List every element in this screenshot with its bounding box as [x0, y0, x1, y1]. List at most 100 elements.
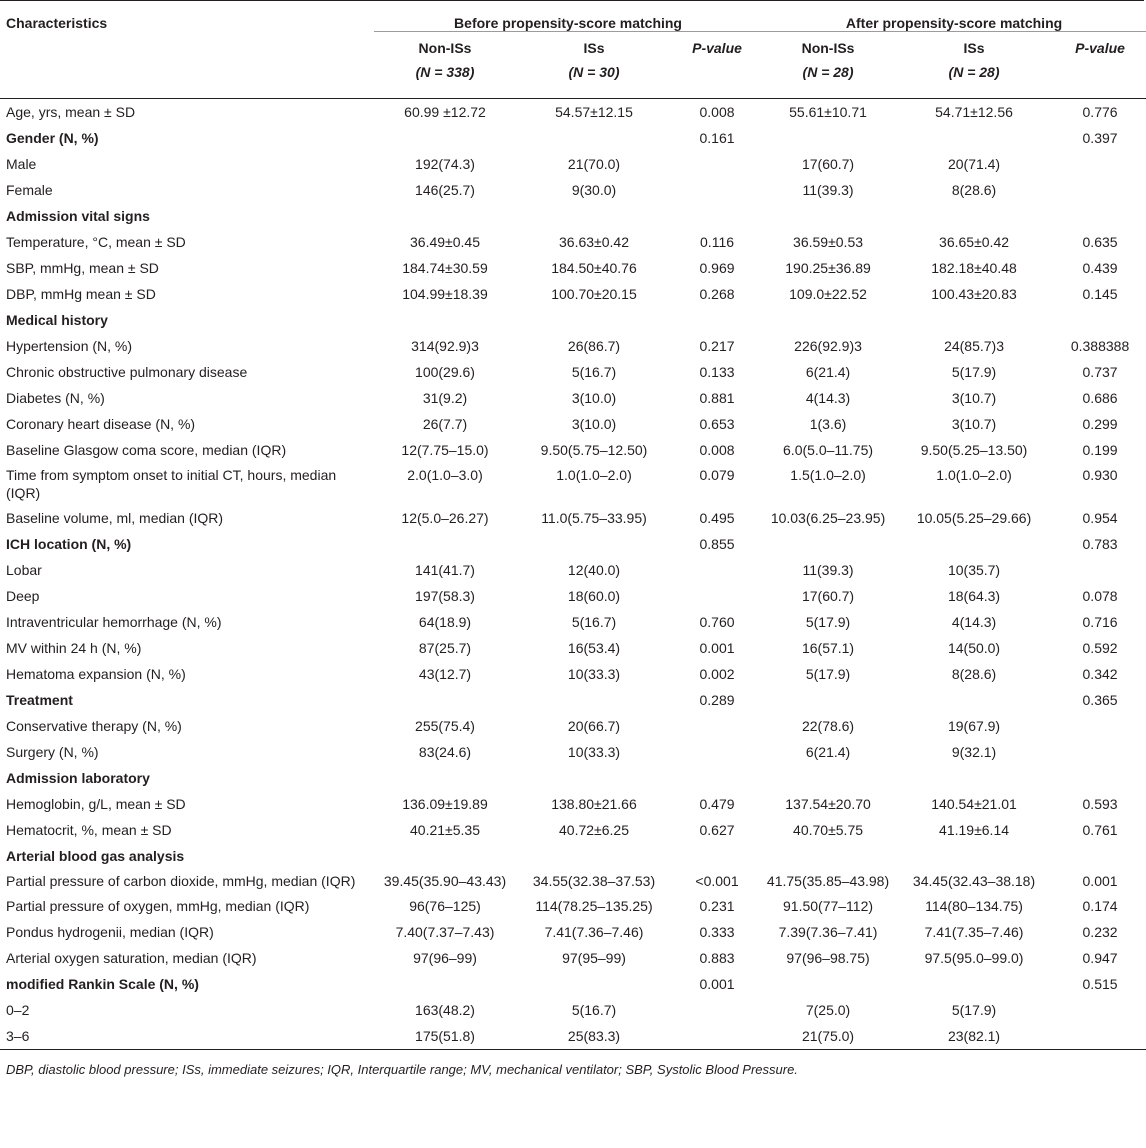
- before-nonis-cell: 60.99 ±12.72: [404, 104, 486, 120]
- before-is-cell: 138.80±21.66: [551, 796, 637, 812]
- header-after-nonis: Non-ISs (N = 28): [762, 31, 895, 99]
- before-nonis-cell: 96(76–125): [409, 898, 481, 914]
- before-pvalue-cell: [672, 557, 762, 583]
- before-nonis-cell: [374, 687, 516, 713]
- after-nonis-cell: 1(3.6): [809, 416, 847, 432]
- after-is-cell: 7.41(7.35–7.46): [924, 924, 1024, 940]
- before-is-cell: 100.70±20.15: [551, 286, 637, 302]
- after-is-cell: 1.0(1.0–2.0): [936, 467, 1012, 483]
- after-nonis-cell: 11(39.3): [802, 182, 854, 198]
- row-label: ICH location (N, %): [6, 536, 132, 552]
- after-pvalue-cell: [1054, 739, 1146, 765]
- before-nonis-cell: 43(12.7): [418, 666, 472, 682]
- table-row: 0–2 163(48.2) 5(16.7) 7(25.0) 5(17.9): [0, 997, 1146, 1023]
- after-nonis-cell: 4(14.3): [805, 390, 851, 406]
- before-pvalue-cell: 0.479: [699, 796, 735, 812]
- table-row: Arterial oxygen saturation, median (IQR)…: [0, 945, 1146, 971]
- row-label: Chronic obstructive pulmonary disease: [6, 364, 248, 380]
- after-pvalue-cell: [1054, 557, 1146, 583]
- after-is-cell: 24(85.7)3: [944, 338, 1004, 354]
- row-label: Coronary heart disease (N, %): [6, 416, 196, 432]
- row-label: Baseline Glasgow coma score, median (IQR…: [6, 442, 287, 458]
- before-nonis-cell: 40.21±5.35: [410, 822, 480, 838]
- after-is-cell: 54.71±12.56: [935, 104, 1013, 120]
- after-nonis-cell: 41.75(35.85–43.98): [766, 873, 890, 889]
- before-is-cell: 10(33.3): [567, 666, 621, 682]
- before-nonis-cell: 83(24.6): [418, 744, 472, 760]
- after-nonis-cell: 91.50(77–112): [783, 898, 874, 914]
- table-row: MV within 24 h (N, %) 87(25.7) 16(53.4) 0.0…: [0, 635, 1146, 661]
- after-pvalue-cell: [1054, 151, 1146, 177]
- before-pvalue-cell: [672, 1023, 763, 1050]
- after-pvalue-cell: 0.737: [1082, 364, 1118, 380]
- before-nonis-cell: 64(18.9): [418, 614, 472, 630]
- row-label: Admission vital signs: [6, 208, 150, 224]
- row-label: Arterial oxygen saturation, median (IQR): [6, 950, 257, 966]
- after-nonis-cell: [762, 125, 894, 151]
- table-row: Coronary heart disease (N, %) 26(7.7) 3(10…: [0, 411, 1146, 437]
- table-row: Deep 197(58.3) 18(60.0) 17(60.7) 18(64.3) 0.0…: [0, 583, 1146, 609]
- before-nonis-cell: 255(75.4): [415, 718, 475, 734]
- before-nonis-cell: 163(48.2): [415, 1002, 475, 1018]
- table-row: Baseline volume, ml, median (IQR) 12(5.0–…: [0, 505, 1146, 531]
- section-row: ICH location (N, %) 0.855 0.783: [0, 531, 1146, 557]
- after-pvalue-cell: 0.954: [1082, 510, 1118, 526]
- after-is-cell: 10(35.7): [947, 562, 1001, 578]
- before-is-cell: 11.0(5.75–33.95): [541, 510, 647, 526]
- before-pvalue-cell: 0.333: [699, 924, 735, 940]
- table-body: Age, yrs, mean ± SD 60.99 ±12.72 54.57±12.…: [0, 99, 1146, 1050]
- after-is-cell: 36.65±0.42: [939, 234, 1010, 250]
- before-pvalue-cell: [672, 203, 762, 229]
- table-row: Partial pressure of oxygen, mmHg, median…: [0, 893, 1146, 919]
- row-label: Partial pressure of carbon dioxide, mmHg…: [6, 873, 356, 889]
- header-empty: [0, 31, 374, 99]
- before-pvalue-cell: 0.495: [699, 510, 735, 526]
- table-row: Intraventricular hemorrhage (N, %) 64(18.…: [0, 609, 1146, 635]
- before-nonis-cell: [374, 125, 516, 151]
- before-nonis-cell: [374, 307, 516, 333]
- after-is-cell: [894, 971, 1054, 997]
- after-pvalue-cell: [1054, 203, 1146, 229]
- section-row: modified Rankin Scale (N, %) 0.001 0.515: [0, 971, 1146, 997]
- table-row: Female 146(25.7) 9(30.0) 11(39.3) 8(28.6): [0, 177, 1146, 203]
- after-is-cell: 19(67.9): [947, 718, 1001, 734]
- row-label: Admission laboratory: [6, 770, 150, 786]
- after-pvalue-cell: 0.078: [1082, 588, 1118, 604]
- table-top-rule: [0, 0, 1144, 1]
- before-pvalue-cell: [672, 177, 762, 203]
- after-pvalue-cell: 0.342: [1082, 666, 1118, 682]
- row-label: Gender (N, %): [6, 130, 99, 146]
- before-nonis-cell: [374, 843, 516, 869]
- header-after-pvalue: P-value: [1054, 31, 1146, 99]
- before-is-cell: [516, 307, 672, 333]
- table-row: Chronic obstructive pulmonary disease 100…: [0, 359, 1146, 385]
- after-pvalue-cell: 0.776: [1082, 104, 1118, 120]
- before-pvalue-cell: 0.268: [699, 286, 735, 302]
- after-is-cell: 5(17.9): [951, 1002, 997, 1018]
- after-nonis-cell: 226(92.9)3: [794, 338, 862, 354]
- header-group-after: After propensity-score matching: [762, 1, 1146, 32]
- before-pvalue-cell: 0.881: [699, 390, 735, 406]
- row-label: Arterial blood gas analysis: [6, 848, 185, 864]
- row-label: Intraventricular hemorrhage (N, %): [6, 614, 222, 630]
- after-nonis-cell: 36.59±0.53: [793, 234, 864, 250]
- row-label: Conservative therapy (N, %): [6, 718, 182, 734]
- after-nonis-cell: 6(21.4): [805, 744, 851, 760]
- after-is-cell: 9(32.1): [951, 744, 997, 760]
- before-nonis-cell: 184.74±30.59: [402, 260, 488, 276]
- after-nonis-cell: [762, 971, 894, 997]
- after-nonis-cell: [762, 307, 894, 333]
- before-nonis-cell: 12(5.0–26.27): [401, 510, 489, 526]
- table-row: SBP, mmHg, mean ± SD 184.74±30.59 184.50±4…: [0, 255, 1146, 281]
- after-pvalue-cell: 0.174: [1082, 898, 1118, 914]
- after-nonis-cell: [762, 687, 894, 713]
- section-row: Admission vital signs: [0, 203, 1146, 229]
- before-pvalue-cell: 0.217: [699, 338, 735, 354]
- row-label: Time from symptom onset to initial CT, h…: [6, 467, 337, 501]
- before-pvalue-cell: 0.883: [699, 950, 735, 966]
- table-footnote: DBP, diastolic blood pressure; ISs, imme…: [6, 1062, 798, 1077]
- before-nonis-cell: 7.40(7.37–7.43): [395, 924, 495, 940]
- after-nonis-cell: 6.0(5.0–11.75): [783, 442, 874, 458]
- before-is-cell: 18(60.0): [567, 588, 621, 604]
- before-is-cell: 3(10.0): [571, 416, 617, 432]
